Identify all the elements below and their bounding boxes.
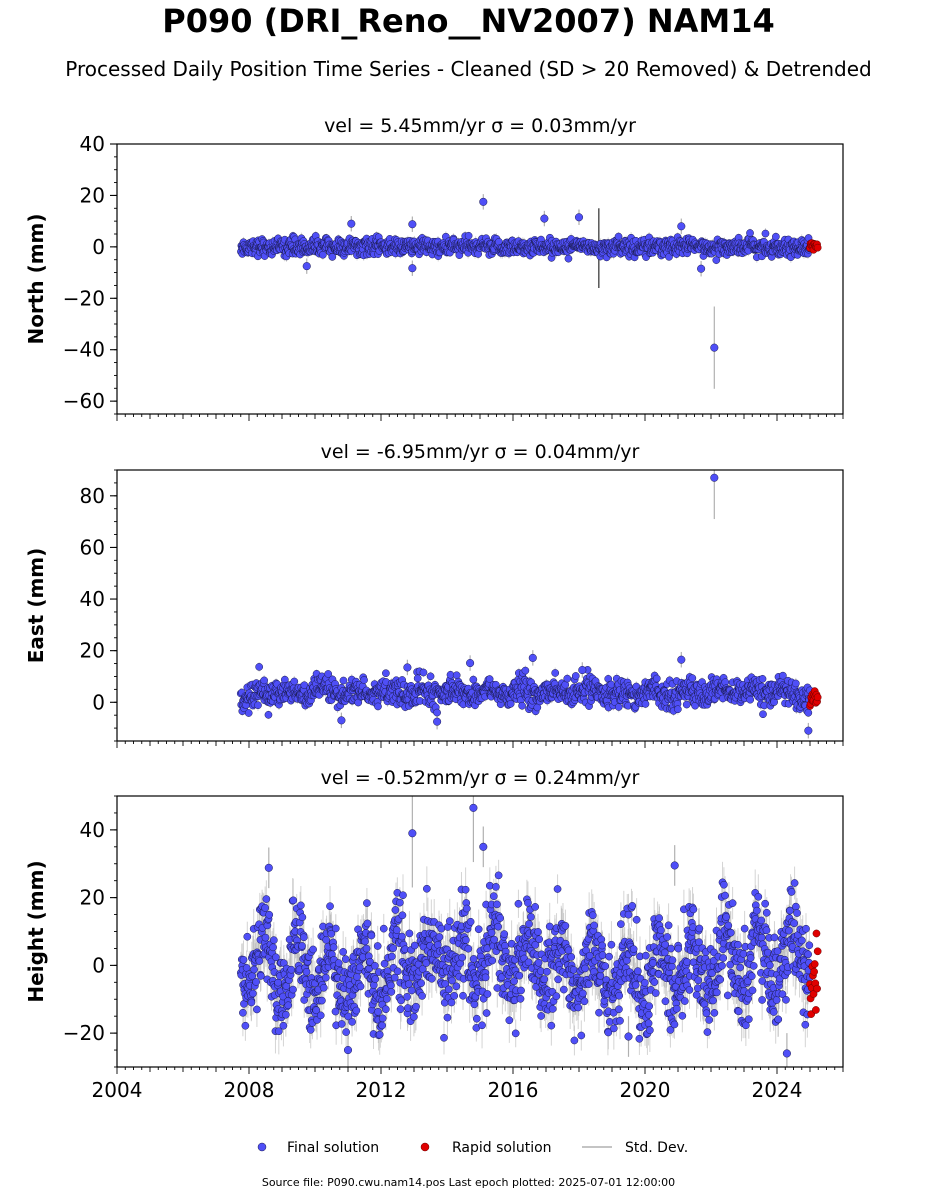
final-point: [761, 229, 770, 238]
final-point: [518, 701, 526, 710]
rapid-point: [813, 243, 822, 252]
final-point: [563, 674, 572, 683]
final-point: [712, 256, 721, 264]
final-point: [614, 232, 623, 241]
final-solution-points: [237, 197, 814, 352]
final-point: [324, 670, 333, 678]
final-point: [772, 232, 780, 241]
page-subtitle: Processed Daily Position Time Series - C…: [65, 57, 872, 81]
panel-1: −60 −40 −20 0 20 40 vel = 5.45mm/yr σ = 0.03mm…: [24, 115, 844, 421]
final-point: [469, 675, 478, 684]
final-point: [360, 676, 368, 684]
final-point: [382, 669, 390, 678]
plot-area: [237, 194, 822, 389]
final-point: [551, 669, 560, 677]
final-point: [302, 262, 311, 271]
final-point: [677, 222, 686, 231]
y-tick-label: −40: [63, 338, 105, 362]
std-dev-bars: [240, 194, 811, 389]
final-point: [244, 709, 253, 717]
x-ticks: [116, 414, 844, 421]
final-point: [260, 676, 269, 685]
panel-title: vel = 5.45mm/yr σ = 0.03mm/yr: [324, 115, 636, 137]
final-point: [614, 703, 623, 711]
final-point: [347, 219, 356, 228]
final-point: [485, 675, 494, 683]
final-point: [426, 672, 435, 681]
final-point: [290, 677, 299, 686]
page-title: P090 (DRI_Reno__NV2007) NAM14: [162, 2, 775, 40]
final-point: [574, 213, 584, 222]
final-point: [710, 343, 719, 352]
final-point: [255, 663, 264, 671]
final-point: [521, 666, 530, 675]
rapid-solution-points: [806, 239, 822, 254]
final-point: [564, 254, 573, 263]
final-point: [506, 699, 515, 708]
y-tick-label: −60: [63, 389, 105, 413]
final-point: [419, 668, 428, 677]
y-tick-label: 40: [80, 132, 105, 156]
final-point: [408, 264, 417, 273]
final-point: [254, 701, 262, 710]
axes-frame: [116, 143, 844, 415]
final-point: [571, 672, 580, 680]
final-point: [697, 264, 706, 273]
final-point: [413, 674, 422, 683]
y-tick-label: −20: [63, 286, 105, 310]
final-point: [339, 676, 348, 685]
final-point: [433, 708, 441, 717]
y-tick-label: 20: [80, 183, 105, 207]
final-point: [746, 229, 754, 237]
final-point: [328, 253, 337, 261]
final-point: [452, 671, 461, 680]
final-point: [319, 250, 327, 259]
final-point: [479, 197, 488, 206]
y-ticks: −60 −40 −20 0 20 40: [63, 132, 117, 415]
plot-area: [236, 470, 822, 739]
y-axis-label: North (mm): [24, 213, 48, 344]
final-point: [540, 214, 549, 223]
final-point: [374, 702, 382, 711]
y-tick-label: 0: [92, 235, 105, 259]
final-point: [408, 220, 417, 229]
final-solution-points: [236, 473, 814, 735]
final-point: [264, 710, 273, 719]
final-point: [464, 231, 473, 240]
